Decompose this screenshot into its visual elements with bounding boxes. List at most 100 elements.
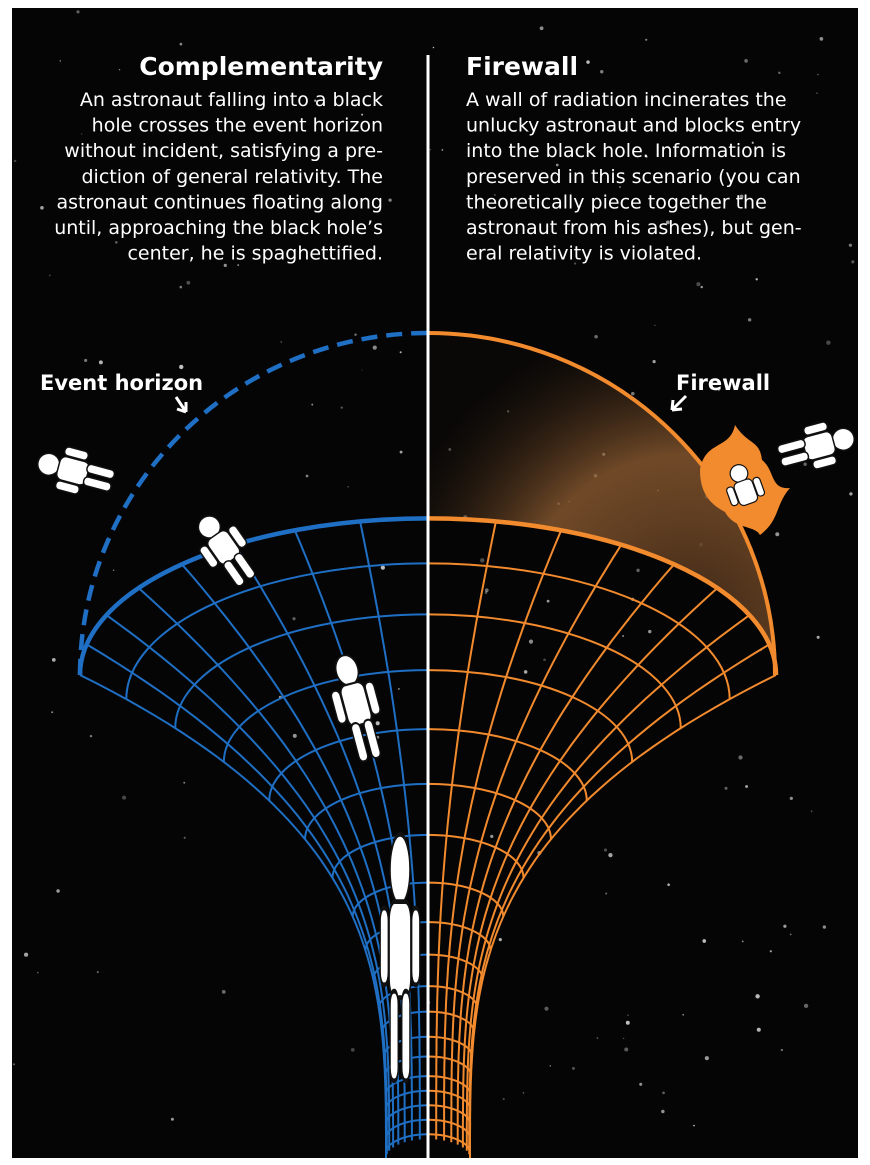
star [503, 1098, 505, 1100]
star [790, 934, 792, 936]
left-line: astronaut continues floating along [56, 191, 383, 213]
star [597, 1037, 599, 1039]
right-title: Firewall [466, 52, 578, 81]
star [13, 1063, 15, 1065]
star [757, 1028, 761, 1032]
star [627, 1014, 628, 1015]
star [661, 1110, 664, 1113]
star [311, 404, 313, 406]
star [705, 1056, 709, 1060]
left-line: without incident, satisfying a pre- [64, 140, 383, 162]
star [381, 566, 385, 570]
star [654, 325, 655, 326]
star [823, 925, 826, 928]
right-line: A wall of radiation incinerates the [466, 89, 787, 111]
star [608, 853, 612, 857]
star [180, 43, 183, 46]
star [667, 883, 670, 886]
star [179, 286, 182, 289]
star [693, 1125, 695, 1127]
star [293, 734, 297, 738]
star [433, 47, 435, 49]
star [648, 630, 651, 633]
star [804, 1004, 808, 1008]
star [817, 636, 820, 639]
left-line: An astronaut falling into a black [80, 89, 383, 111]
star [14, 160, 16, 162]
star [113, 570, 114, 571]
star [543, 658, 546, 661]
star [594, 335, 597, 338]
star [49, 275, 51, 277]
star [490, 835, 493, 838]
firewall-label: Firewall [676, 371, 770, 395]
star [816, 92, 818, 94]
right-line: theoretically piece together the [466, 191, 767, 213]
star [849, 244, 852, 247]
star [84, 359, 87, 362]
right-line: astronaut from his ashes), but gen- [466, 217, 802, 239]
star [52, 658, 56, 662]
star [184, 837, 186, 839]
star [790, 797, 793, 800]
star [742, 940, 744, 942]
star [653, 360, 656, 363]
star [306, 475, 309, 478]
star [76, 10, 79, 13]
star [645, 39, 647, 41]
star [430, 149, 431, 150]
star [388, 199, 391, 202]
star [817, 74, 818, 75]
star [775, 532, 779, 536]
star [97, 971, 99, 973]
star [485, 588, 489, 592]
star [499, 938, 502, 941]
star [179, 365, 183, 369]
star [849, 492, 852, 495]
star [572, 1067, 575, 1070]
star [820, 37, 824, 41]
star [631, 392, 635, 396]
star [682, 1014, 684, 1016]
star [725, 787, 728, 790]
star [183, 782, 185, 784]
star [186, 281, 190, 285]
star [623, 1038, 624, 1039]
star [400, 351, 402, 353]
star [99, 360, 103, 364]
star [90, 735, 92, 737]
left-line: diction of general relativity. The [82, 166, 384, 188]
left-line: center, he is spaghettified. [127, 243, 383, 265]
star [376, 721, 380, 725]
star [37, 972, 39, 974]
right-line: into the black hole. Information is [466, 140, 786, 162]
left-title: Complementarity [139, 52, 383, 81]
star [781, 1049, 783, 1051]
star [529, 640, 533, 644]
star [81, 133, 82, 134]
star [354, 334, 356, 336]
left-line: hole crosses the event horizon [92, 115, 383, 137]
star [373, 346, 377, 350]
star [281, 341, 282, 342]
star [783, 925, 786, 928]
star [115, 241, 118, 244]
star [347, 486, 348, 487]
star [851, 260, 854, 263]
star [361, 369, 362, 370]
right-line: eral relativity is violated. [466, 243, 702, 265]
star [600, 70, 603, 73]
star [398, 688, 400, 690]
star [744, 59, 748, 63]
star [605, 892, 607, 894]
star [626, 1021, 630, 1025]
star [756, 278, 758, 280]
star [400, 451, 403, 454]
star [56, 889, 59, 892]
star [701, 286, 703, 288]
star [662, 1092, 665, 1095]
star [636, 569, 639, 572]
page: Complementarity Firewall Event horizon F… [0, 0, 870, 1165]
star [702, 939, 706, 943]
infographic: Complementarity Firewall Event horizon F… [0, 0, 870, 1165]
